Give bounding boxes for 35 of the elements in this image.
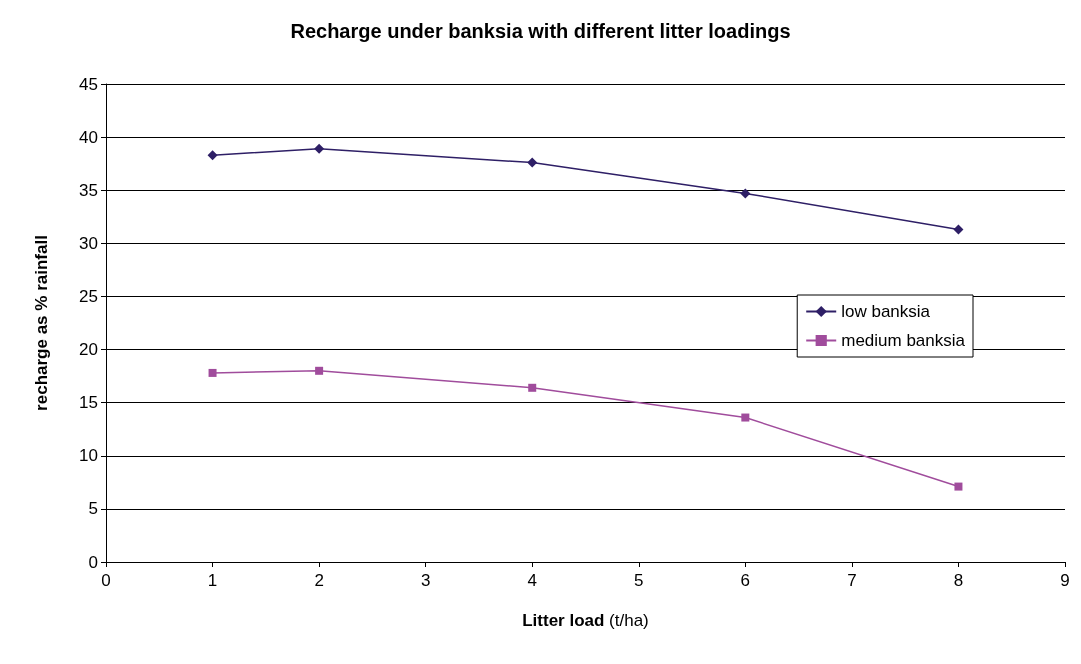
y-tick-label: 35 (79, 180, 98, 200)
y-tick-label: 20 (79, 340, 98, 360)
x-axis-title: Litter load (t/ha) (522, 611, 649, 630)
legend-label: medium banksia (841, 331, 966, 350)
point (740, 188, 751, 199)
x-tick-label: 6 (740, 571, 751, 590)
point (315, 366, 324, 375)
point (314, 143, 325, 154)
y-tick-label: 0 (88, 552, 98, 572)
point (953, 224, 964, 235)
x-tick-label: 7 (847, 571, 857, 590)
point (208, 368, 217, 377)
x-tick-label: 2 (314, 571, 324, 590)
y-tick-label: 40 (79, 127, 98, 147)
x-tick-label: 3 (420, 571, 431, 590)
y-axis-title: recharge as % rainfall (32, 235, 51, 411)
point (741, 413, 750, 422)
x-tick-label: 0 (101, 571, 111, 590)
y-tick-label: 25 (79, 286, 98, 306)
x-tick-label: 9 (1060, 571, 1070, 590)
y-tick-label: 5 (88, 499, 98, 519)
point (954, 482, 963, 491)
point (527, 157, 538, 168)
y-tick-label: 45 (79, 74, 98, 94)
chart-title: Recharge under banksia with different litter loadings (290, 20, 791, 42)
point (207, 150, 218, 161)
y-tick-label: 30 (79, 233, 98, 253)
point (528, 383, 537, 392)
x-tick-label: 8 (953, 571, 964, 590)
legend-label: low banksia (841, 302, 931, 321)
x-tick-label: 1 (207, 571, 218, 590)
y-tick-label: 15 (79, 393, 98, 413)
y-tick-label: 10 (79, 446, 98, 466)
x-tick-label: 5 (634, 571, 644, 590)
x-tick-label: 4 (527, 571, 537, 590)
